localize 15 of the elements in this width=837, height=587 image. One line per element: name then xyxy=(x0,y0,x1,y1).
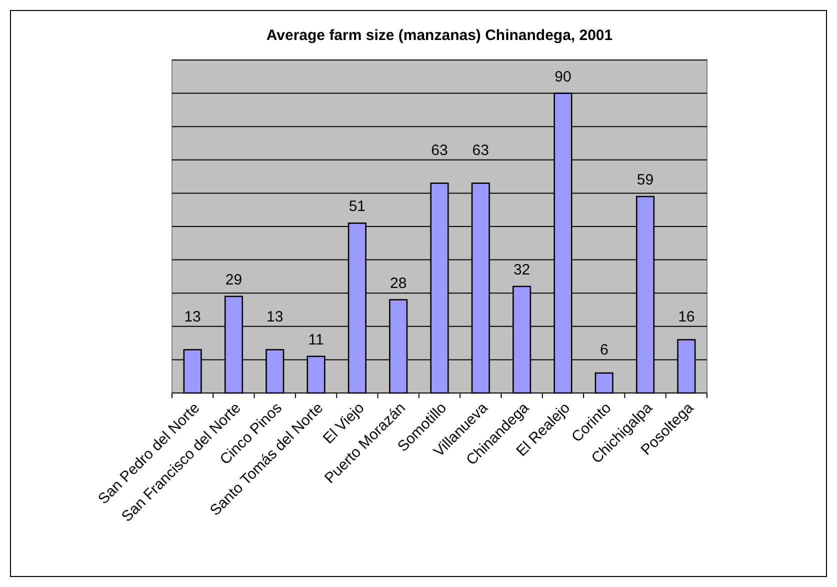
data-label: 6 xyxy=(600,342,608,359)
data-label: 63 xyxy=(472,142,489,159)
data-label: 32 xyxy=(513,261,530,278)
data-label: 29 xyxy=(225,271,242,288)
data-label: 63 xyxy=(431,142,448,159)
data-label: 13 xyxy=(184,308,201,326)
data-label: 51 xyxy=(348,198,366,216)
data-label: 28 xyxy=(390,274,407,292)
chart-title: Average farm size (manzanas) Chinandega, 2001 xyxy=(266,27,613,44)
bar xyxy=(594,372,614,394)
data-label: 59 xyxy=(636,172,654,189)
data-label: 13 xyxy=(266,308,284,326)
data-label: 11 xyxy=(308,331,324,348)
data-label: 90 xyxy=(554,68,572,86)
data-label: 16 xyxy=(678,308,695,326)
